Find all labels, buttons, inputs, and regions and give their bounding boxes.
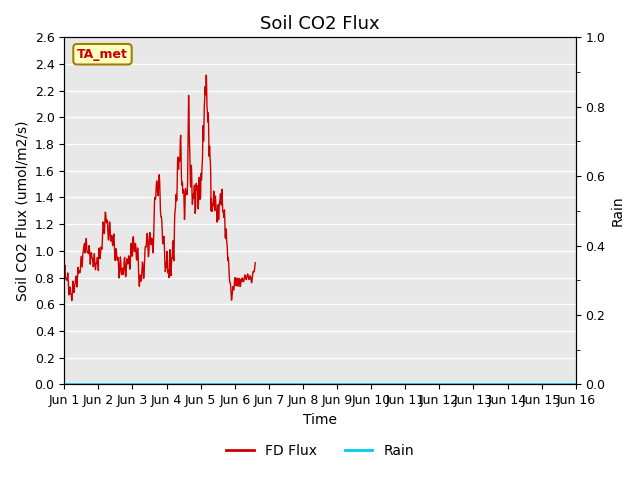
FD Flux [171,209,179,215]
FD Flux [68,298,76,303]
FD Flux [186,144,193,150]
Legend: FD Flux, Rain: FD Flux, Rain [220,438,420,464]
FD Flux [214,202,221,208]
Y-axis label: Rain: Rain [611,195,625,226]
FD Flux [202,72,210,78]
Line: FD Flux: FD Flux [64,75,255,300]
Title: Soil CO2 Flux: Soil CO2 Flux [260,15,380,33]
FD Flux [252,260,259,265]
FD Flux [184,192,191,197]
FD Flux [60,269,68,275]
FD Flux [206,150,214,156]
Y-axis label: Soil CO2 Flux (umol/m2/s): Soil CO2 Flux (umol/m2/s) [15,120,29,301]
FD Flux [243,276,250,282]
X-axis label: Time: Time [303,413,337,427]
Text: TA_met: TA_met [77,48,128,61]
